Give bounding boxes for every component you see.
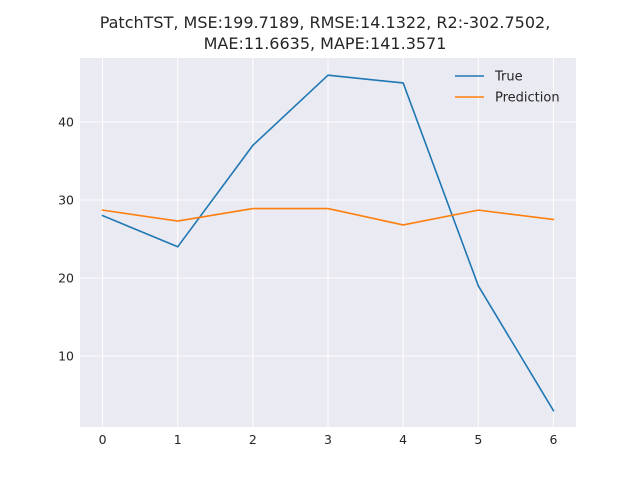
x-tick-label: 6 (549, 432, 557, 447)
y-tick-label: 20 (58, 270, 74, 285)
legend-label-prediction: Prediction (495, 91, 560, 106)
chart-title-line-1: PatchTST, MSE:199.7189, RMSE:14.1322, R2… (100, 13, 551, 32)
x-tick-label: 0 (99, 432, 107, 447)
axis-ticks: 0 1 2 3 4 5 6 10 20 30 40 (58, 114, 557, 447)
x-tick-label: 5 (474, 432, 482, 447)
series-line-prediction (101, 207, 555, 226)
legend-label-true: True (494, 70, 523, 85)
chart-title-line-2: MAE:11.6635, MAPE:141.3571 (204, 34, 447, 53)
y-tick-label: 10 (58, 349, 74, 364)
y-tick-label: 30 (58, 192, 74, 207)
x-tick-label: 4 (399, 432, 407, 447)
series-lines (101, 74, 555, 412)
x-tick-label: 3 (324, 432, 332, 447)
legend: True Prediction (455, 70, 560, 106)
series-line-true (101, 74, 555, 412)
y-tick-label: 40 (58, 114, 74, 129)
x-tick-label: 1 (174, 432, 182, 447)
x-tick-label: 2 (249, 432, 257, 447)
grid-lines (80, 58, 576, 427)
